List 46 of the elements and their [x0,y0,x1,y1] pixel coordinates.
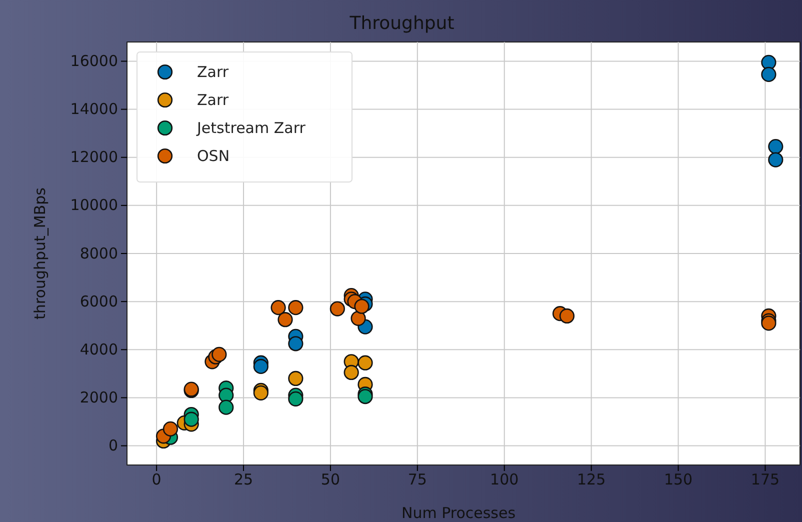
x-tick-label: 175 [750,470,780,489]
point [288,336,304,352]
point [330,301,345,316]
point [761,66,776,82]
y-tick-label: 8000 [80,244,118,262]
x-tick-label: 100 [490,470,519,489]
x-tick-label: 25 [234,470,254,489]
x-tick-label: 125 [576,470,606,489]
point [761,54,776,70]
point [350,310,366,326]
x-tick-label: 150 [664,470,693,489]
point [218,388,234,403]
y-tick-label: 16000 [70,52,118,70]
point [278,312,293,328]
point [162,421,178,436]
y-tick-label: 0 [108,436,118,455]
point [184,412,199,427]
point [212,346,227,362]
point [270,300,286,316]
y-tick-label: 6000 [80,292,118,310]
point [288,300,304,316]
x-axis-title: Num Processes [401,504,516,522]
legend-label: Zarr [197,63,230,81]
legend-label: Jetstream Zarr [196,119,306,137]
point [218,400,234,415]
point [288,370,304,386]
y-tick-label: 4000 [80,340,118,358]
legend-label: OSN [197,147,230,165]
point [768,152,784,168]
y-tick-label: 10000 [70,196,118,214]
legend-label: Zarr [197,91,230,109]
point [344,364,359,380]
x-tick-label: 50 [320,470,340,489]
point [559,308,575,324]
point [253,358,268,374]
point [288,391,304,406]
y-tick-label: 14000 [70,100,118,118]
y-tick-label: 12000 [70,148,118,166]
point [768,139,784,154]
point [358,355,373,370]
y-tick-label: 2000 [80,388,118,407]
x-tick-label: 75 [408,470,427,489]
x-tick-label: 0 [152,470,162,489]
point [354,298,370,314]
y-axis-title: throughput_MBps [31,187,49,320]
chart-title: Throughput [348,13,454,34]
